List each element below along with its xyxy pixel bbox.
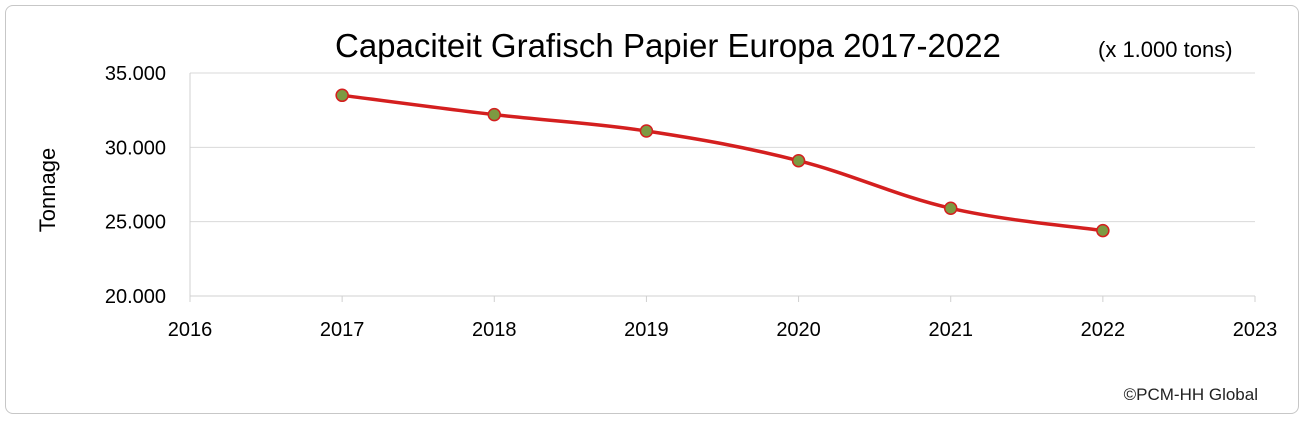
y-axis-label: Tonnage: [35, 148, 60, 232]
y-tick-label: 25.000: [105, 212, 166, 234]
series-line: [341, 93, 1104, 233]
y-tick-label: 20.000: [105, 286, 166, 308]
series: [335, 88, 1110, 238]
y-tick-label: 30.000: [105, 137, 166, 159]
data-point: [1096, 223, 1110, 238]
x-tick-label: 2023: [1233, 319, 1278, 341]
gridlines: [190, 72, 1255, 223]
x-tick-label: 2022: [1081, 319, 1126, 341]
data-point: [335, 88, 349, 103]
x-tick-label: 2021: [928, 319, 973, 341]
data-point: [791, 153, 806, 168]
x-tick-label: 2016: [168, 319, 213, 341]
data-point: [943, 201, 958, 216]
x-tick-label: 2018: [472, 319, 517, 341]
chart-title: Capaciteit Grafisch Papier Europa 2017-2…: [335, 27, 1001, 64]
chart-subtitle: (x 1.000 tons): [1098, 37, 1233, 62]
tick-labels: 20.000 25.000 30.000 35.000 2016 2017 2018 2019…: [105, 63, 1277, 341]
data-point: [487, 107, 502, 122]
credit-text: ©PCM-HH Global: [1124, 385, 1258, 404]
x-tick-label: 2019: [624, 319, 669, 341]
x-tick-label: 2020: [776, 319, 821, 341]
axes: [189, 73, 1256, 302]
y-tick-label: 35.000: [105, 63, 166, 85]
data-point: [639, 124, 654, 138]
x-tick-label: 2017: [320, 319, 365, 341]
